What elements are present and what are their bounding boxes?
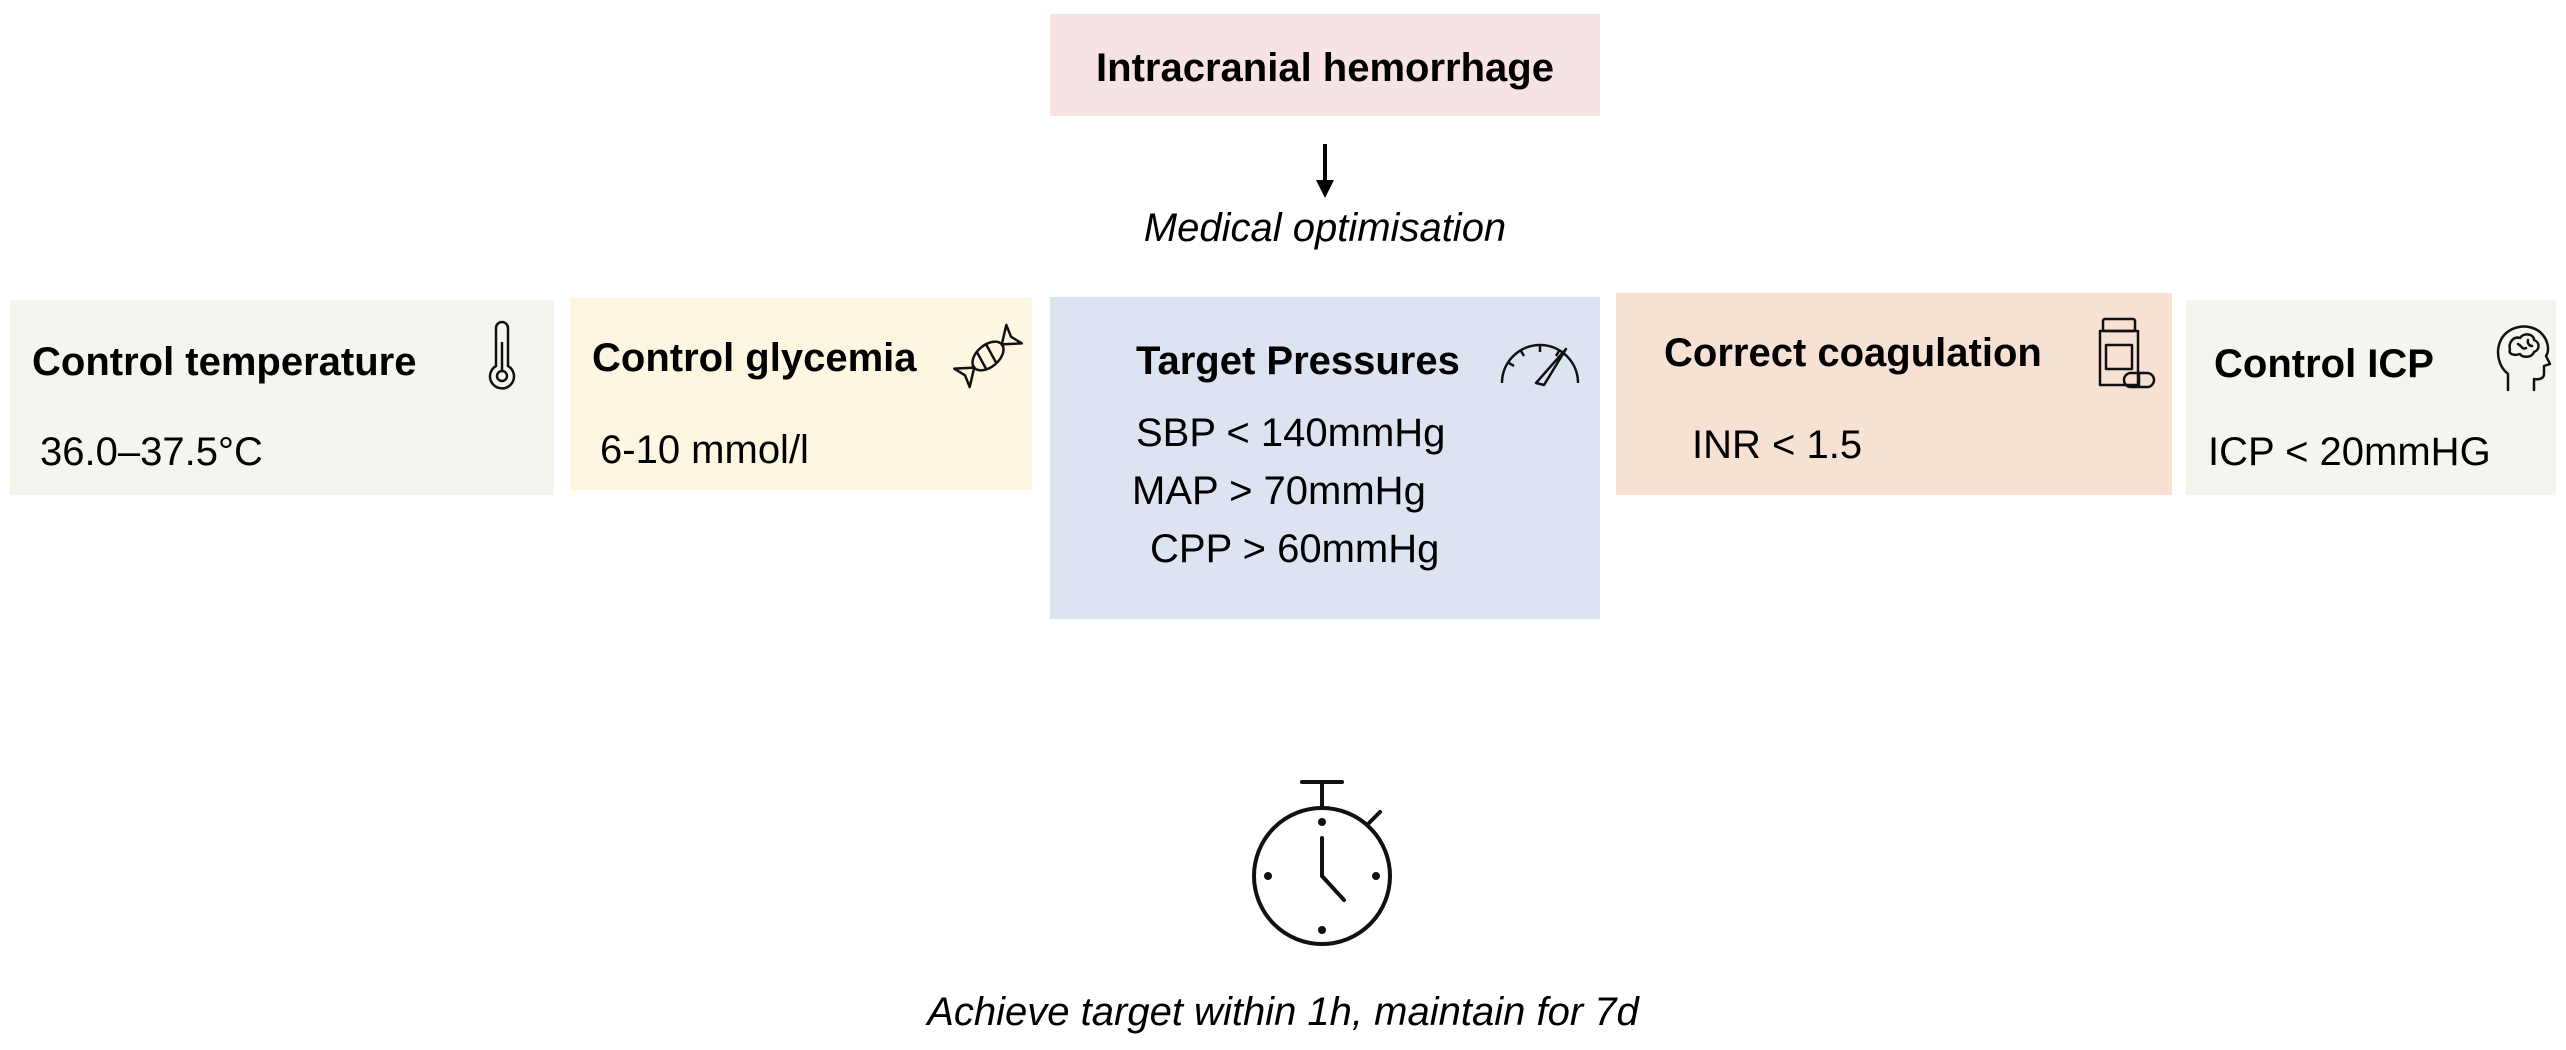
candy-icon <box>952 323 1024 389</box>
map-target: MAP > 70mmHg <box>1132 469 1426 513</box>
sbp-target: SBP < 140mmHg <box>1136 411 1446 455</box>
icp-box: Control ICP ICP < 20mmHG <box>2186 300 2556 495</box>
coagulation-box: Correct coagulation INR < 1.5 <box>1616 293 2172 495</box>
glycemia-box: Control glycemia 6-10 mmol/l <box>570 298 1032 490</box>
stopwatch-icon <box>1252 780 1392 946</box>
temperature-value: 36.0–37.5°C <box>40 430 263 474</box>
down-arrow-icon <box>1316 144 1334 198</box>
icp-value: ICP < 20mmHG <box>2208 430 2491 474</box>
glycemia-title: Control glycemia <box>592 336 917 380</box>
icp-title: Control ICP <box>2214 342 2434 386</box>
thermometer-icon <box>488 320 516 390</box>
hemorrhage-title: Intracranial hemorrhage <box>1096 46 1554 90</box>
coagulation-title: Correct coagulation <box>1664 331 2042 375</box>
brain-head-icon <box>2496 325 2552 392</box>
temperature-title: Control temperature <box>32 340 417 384</box>
pressures-title: Target Pressures <box>1136 339 1460 383</box>
pill-bottle-icon <box>2098 317 2156 389</box>
coagulation-value: INR < 1.5 <box>1692 423 1863 467</box>
gauge-icon <box>1500 343 1580 387</box>
cpp-target: CPP > 60mmHg <box>1150 527 1440 571</box>
medical-optimisation-label: Medical optimisation <box>1143 206 1507 250</box>
footer-caption: Achieve target within 1h, maintain for 7… <box>927 990 1639 1034</box>
glycemia-value: 6-10 mmol/l <box>600 428 809 472</box>
temperature-box: Control temperature 36.0–37.5°C <box>10 300 554 495</box>
hemorrhage-box: Intracranial hemorrhage <box>1050 14 1600 116</box>
pressures-box: Target Pressures SBP < 140mmHg MAP > 70m… <box>1050 297 1600 619</box>
